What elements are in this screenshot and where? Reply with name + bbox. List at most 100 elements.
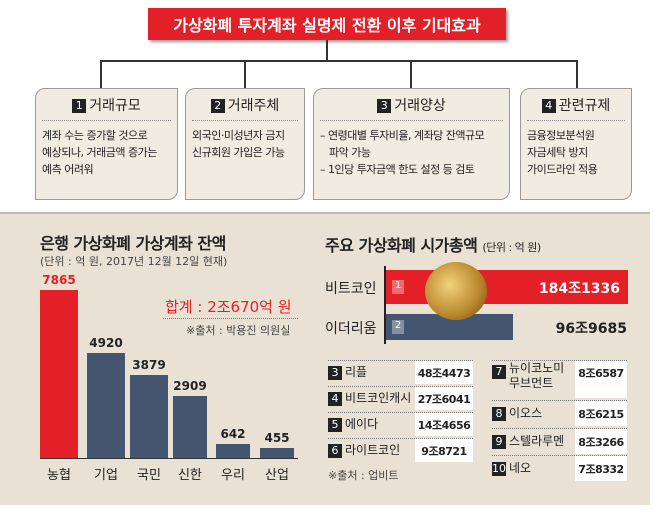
rank-badge: 6 <box>328 443 342 458</box>
value-label: 642 <box>220 427 246 442</box>
connector-line <box>576 60 578 88</box>
effect-title-text: 관련규제 <box>558 98 611 114</box>
value-label: 455 <box>264 431 290 446</box>
rank-badge: 1 <box>392 280 404 294</box>
table-row: 3 리플 48조4473 <box>328 360 473 384</box>
bank-chart-subtitle: (단위 : 억 원, 2017년 12월 12일 현재) <box>40 255 228 268</box>
number-badge: 2 <box>210 99 225 113</box>
divider <box>163 318 298 319</box>
connector-line <box>100 60 102 88</box>
coin-name: 비트코인캐시 <box>345 391 412 405</box>
effect-line: 예측 어려워 <box>42 163 94 176</box>
effect-line: 예상되나, 거래금액 증가는 <box>42 146 157 159</box>
effect-line: – 연령대별 투자비율, 계좌당 잔액규모 <box>320 129 485 142</box>
coin-value: 48조4473 <box>415 361 473 384</box>
category-label: 이더리움 <box>325 321 377 337</box>
effect-title: 3 거래양상 <box>320 95 503 121</box>
effect-line: 금융정보분석원 <box>527 129 595 142</box>
number-badge: 4 <box>541 99 556 113</box>
number-badge: 3 <box>377 99 392 113</box>
effect-title: 1 거래규모 <box>42 95 171 121</box>
effect-line: 파악 가능 <box>320 146 371 159</box>
connector-line <box>244 60 246 88</box>
value-label: 4920 <box>89 335 123 350</box>
coin-unit: (단위 : 억 원) <box>482 241 541 254</box>
category-label: 국민 <box>137 468 161 483</box>
bitcoin-coin-image <box>425 262 487 320</box>
y-axis <box>384 266 386 344</box>
coin-name: 스텔라루멘 <box>509 434 565 448</box>
coin-name: 리플 <box>345 365 368 379</box>
coin-value: 8조6587 <box>575 361 627 398</box>
coin-value: 8조3266 <box>575 429 627 454</box>
category-label: 기업 <box>94 468 118 483</box>
value-label: 3879 <box>132 358 166 373</box>
coin-value: 8조6215 <box>575 401 627 426</box>
table-row: 5 에이다 14조4656 <box>328 412 473 436</box>
coin-title-text: 주요 가상화폐 시가총액 <box>325 236 478 255</box>
effect-title-text: 거래주체 <box>227 98 280 114</box>
bar-농협 <box>40 290 78 458</box>
coin-value: 14조4656 <box>415 413 473 436</box>
category-label: 농협 <box>47 468 71 483</box>
effect-title-text: 거래규모 <box>89 98 141 114</box>
number-badge: 1 <box>72 99 87 113</box>
page-title: 가상화폐 투자계좌 실명제 전환 이후 기대효과 <box>148 8 506 40</box>
coin-name: 라이트코인 <box>345 443 401 457</box>
bar-기업 <box>87 352 125 458</box>
effect-line: – 1인당 투자금액 한도 설정 등 검토 <box>320 163 475 176</box>
table-row: 8 이오스 8조6215 <box>492 400 627 426</box>
rank-badge: 7 <box>492 365 506 379</box>
rank-badge: 5 <box>328 417 342 432</box>
coin-name: 네오 <box>509 461 532 475</box>
bank-source: ※출처 : 박용진 의원실 <box>186 324 291 337</box>
category-label: 신한 <box>178 468 202 483</box>
effect-box: 3 거래양상 – 연령대별 투자비율, 계좌당 잔액규모 파악 가능 – 1인당 투자… <box>313 88 510 200</box>
effect-line: 자금세탁 방지 <box>527 146 588 159</box>
value-label: 96조9685 <box>555 321 627 337</box>
bar-산업 <box>260 448 294 458</box>
category-label: 비트코인 <box>325 281 377 297</box>
effect-line: 가이드라인 적용 <box>527 163 598 176</box>
total-label: 합계 : 2조670억 원 <box>165 298 292 316</box>
coin-source: ※출처 : 업비트 <box>328 469 399 482</box>
connector-line <box>100 60 578 62</box>
rank-badge: 3 <box>328 365 342 380</box>
coin-value: 9조8721 <box>415 439 473 462</box>
coin-name: 에이다 <box>345 417 379 431</box>
table-row: 4 비트코인캐시 27조6041 <box>328 386 473 410</box>
table-row: 9 스텔라루멘 8조3266 <box>492 428 627 454</box>
connector-line <box>410 60 412 88</box>
value-label: 7865 <box>42 273 76 287</box>
effect-title: 2 거래주체 <box>192 95 298 121</box>
bar-우리 <box>216 444 250 458</box>
category-label: 산업 <box>265 468 289 483</box>
effect-title-text: 거래양상 <box>394 98 446 114</box>
rank-badge: 8 <box>492 406 506 421</box>
rank-badge: 10 <box>492 461 506 476</box>
value-label: 2909 <box>173 378 207 393</box>
coin-name: 이오스 <box>509 406 543 420</box>
coin-value: 7조8332 <box>575 456 627 481</box>
bar-국민 <box>130 375 168 458</box>
effect-line: 계좌 수는 증가할 것으로 <box>42 129 148 142</box>
effect-line: 외국인·미성년자 금지 <box>192 129 285 142</box>
x-axis <box>40 458 298 459</box>
bank-chart-title: 은행 가상화폐 가상계좌 잔액 <box>40 234 226 253</box>
connector-line <box>326 40 328 60</box>
value-label: 184조1336 <box>538 281 620 297</box>
coin-value: 27조6041 <box>415 387 473 410</box>
bar-신한 <box>173 395 207 458</box>
rank-badge: 4 <box>328 391 342 406</box>
effect-title: 4 관련규제 <box>527 95 625 121</box>
category-label: 우리 <box>221 468 245 483</box>
table-row: 7 뉴이코노미 무브먼트 8조6587 <box>492 360 627 398</box>
coin-chart-title: 주요 가상화폐 시가총액 (단위 : 억 원) <box>325 232 541 256</box>
table-row: 10 네오 7조8332 <box>492 455 627 481</box>
coin-name: 뉴이코노미 무브먼트 <box>509 361 565 390</box>
rank-badge: 9 <box>492 434 506 449</box>
effect-line: 신규회원 가입은 가능 <box>192 146 285 159</box>
